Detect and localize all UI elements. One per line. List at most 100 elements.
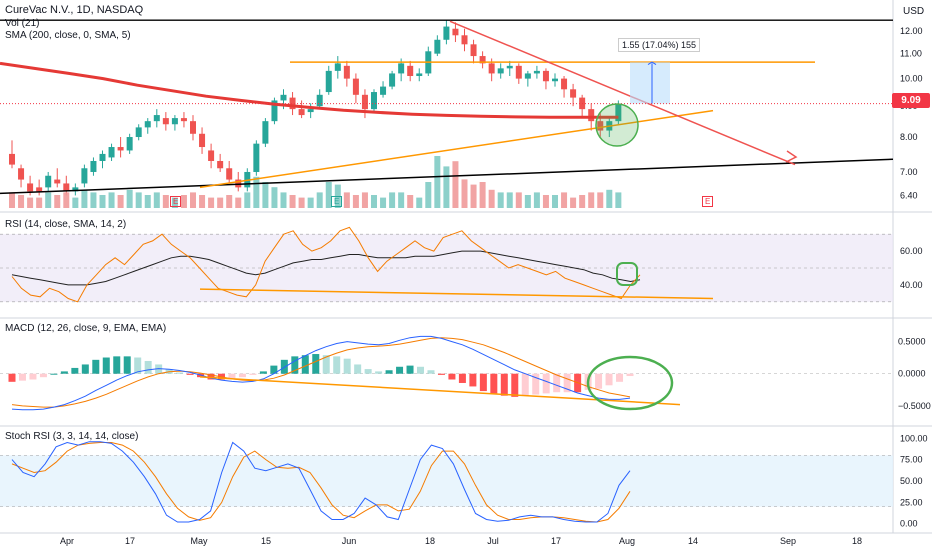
candle-body [280,94,287,101]
macd-histogram-bar [364,369,372,374]
macd-histogram-bar [60,371,68,374]
pane-backgrounds [0,233,893,507]
date-tick-label: 18 [852,536,862,546]
volume-bar [144,195,151,208]
volume-bar [416,197,423,208]
rsi-trendline [199,288,714,300]
date-tick-label: 17 [551,536,561,546]
candle-body [36,187,43,192]
macd-histogram-bar [144,360,152,374]
candle-body [217,160,224,169]
volume-bar [99,195,106,208]
macd-histogram-bar [375,371,383,374]
candle-body [371,92,377,110]
volume-bar [180,195,187,208]
stoch-tick-label: 100.00 [900,433,928,443]
candle-body [307,109,314,113]
volume-bar [570,197,577,208]
down-trendline [449,20,796,166]
candle-body [135,127,142,138]
axis-ticks: 12.0011.0010.009.008.007.006.4060.0040.0… [60,26,931,546]
candle-body [298,109,305,116]
rsi-highlight-box [616,262,638,286]
stoch-tick-label: 0.00 [900,519,918,529]
macd-histogram-bar [238,373,246,378]
macd-histogram-bar [322,355,330,374]
volume-bar [18,195,25,208]
candle-body [90,160,97,172]
candle-body [289,97,296,110]
candle-body [470,44,477,57]
date-tick-label: 18 [425,536,435,546]
rsi-tick-label: 60.00 [900,246,923,256]
macd-histogram-bar [39,373,47,378]
volume-bar [235,197,242,208]
macd-histogram-bar [8,373,16,382]
volume-bar [253,176,260,208]
macd-histogram-bar [343,358,351,374]
volume-bar [36,197,43,208]
dividend-marker[interactable]: E [702,196,714,207]
volume-bar [470,184,477,208]
volume-bar [9,192,15,208]
volume-bar [407,195,414,208]
candle-body [325,70,332,93]
date-tick-label: Jul [487,536,499,546]
candle-body [18,168,25,180]
stoch-k-line [11,441,631,523]
currency-label: USD [903,6,925,17]
candle-body [380,86,387,95]
candle-body [126,137,133,151]
vol-label: Vol (21) [5,18,40,29]
down-trendline-arrowhead [785,150,798,163]
macd-histogram-bar [427,370,435,374]
volume-bar [361,192,368,208]
candle-body [45,175,52,188]
volume-bar [343,192,350,208]
volume-bar [434,156,441,208]
macd-histogram-bar [102,357,110,374]
volume-bar [262,182,269,208]
measure-box [630,62,670,104]
date-tick-label: 17 [125,536,135,546]
volume-bar [289,195,296,208]
macd-tick-label: 0.0000 [898,369,926,379]
support-trendline-black [0,158,894,195]
macd-histogram-bar [228,373,236,379]
volume-bar [497,192,504,208]
volume-bar [126,189,133,208]
volume-bar [597,192,604,208]
volume-bar [352,195,359,208]
macd-histogram-bar [437,373,445,375]
volume-bar [461,179,468,208]
macd-histogram-bar [605,373,613,386]
volume-bar [27,197,34,208]
candlestick-series [9,20,622,196]
candle-body [235,179,242,188]
volume-bar [90,192,97,208]
earnings-marker[interactable]: E [170,196,182,207]
volume-bar [389,192,396,208]
candle-body [343,65,350,79]
macd-histogram-bar [333,356,341,374]
price-tick-label: 10.00 [900,74,923,84]
macd-histogram-bar [396,366,404,374]
macd-histogram-bar [18,373,26,381]
macd-histogram-bar [123,356,131,374]
volume-bar [226,195,233,208]
volume-bar [479,182,486,208]
candle-body [171,118,178,125]
candle-body [27,183,34,192]
price-tick-label: 6.40 [900,190,918,200]
candle-body [588,109,595,122]
macd-histogram-bar [385,370,393,374]
date-tick-label: Jun [342,536,357,546]
split-marker[interactable]: E [331,196,343,207]
macd-histogram-bar [176,372,184,374]
candle-body [361,94,368,110]
candle-body [153,115,160,122]
volume-bar [190,192,196,208]
candle-body [271,100,278,122]
macd-histogram-bar [92,359,100,374]
volume-bar [280,192,287,208]
